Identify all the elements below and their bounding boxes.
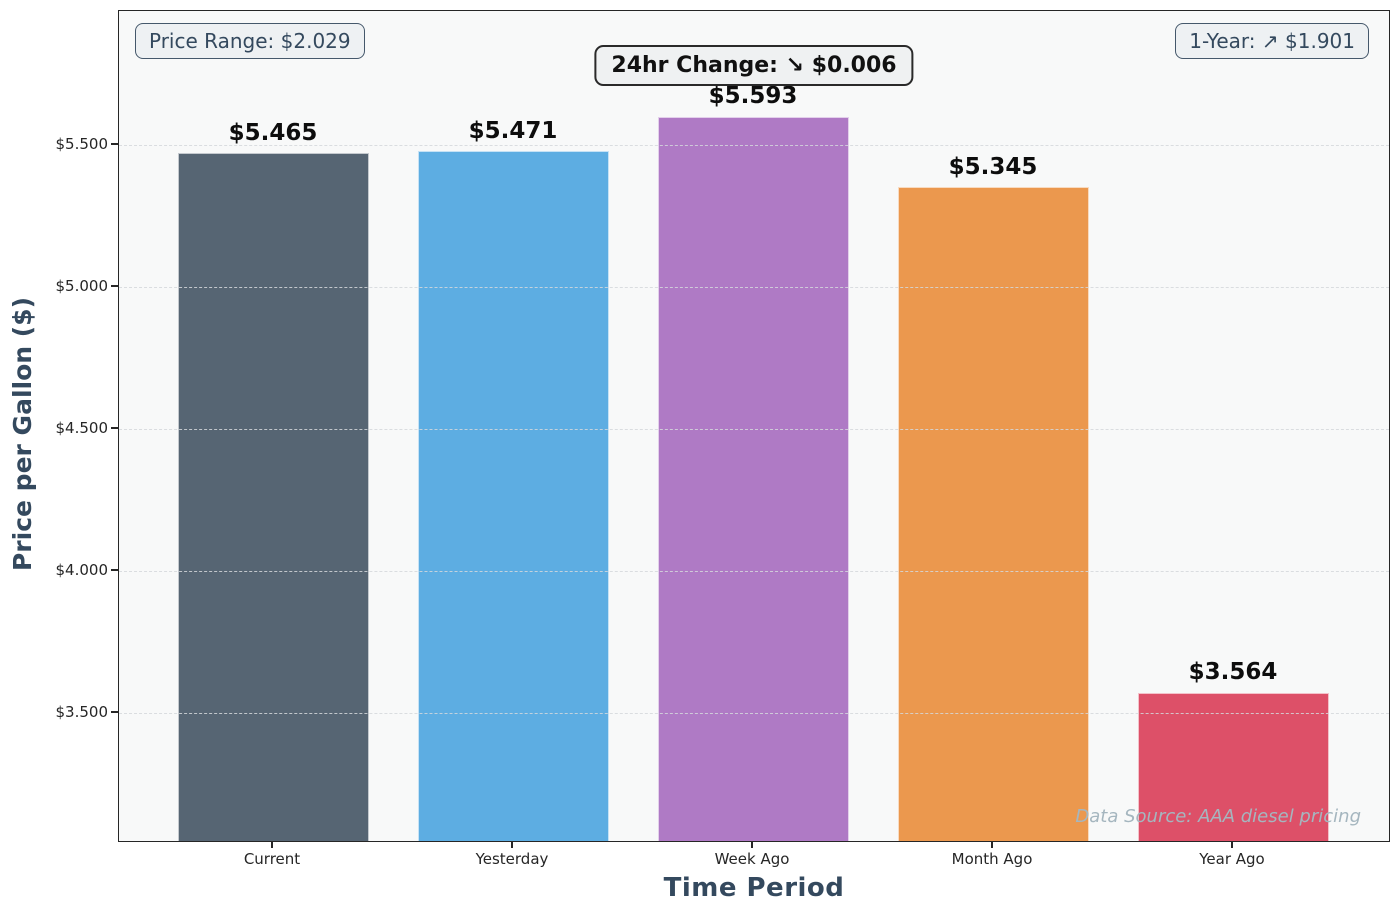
bar-value-label: $5.471 (468, 117, 558, 144)
x-tick-label: Year Ago (1199, 850, 1265, 868)
bar-value-label: $3.564 (1188, 659, 1278, 686)
x-tick-label: Current (243, 850, 301, 868)
bar-week-ago (657, 116, 849, 841)
x-tick-mark (751, 842, 753, 848)
bar-value-label: $5.345 (948, 153, 1038, 180)
plot-area: Price Range: $2.029 24hr Change: ↘ $0.00… (118, 10, 1390, 842)
y-gridline (119, 570, 1389, 572)
y-gridline (119, 428, 1389, 430)
bar-month-ago (897, 187, 1089, 841)
y-tick-label: $5.500 (55, 135, 109, 154)
y-tick-mark (111, 143, 118, 145)
bar-current (177, 152, 369, 841)
y-tick-label: $3.500 (55, 702, 109, 721)
y-gridline (119, 712, 1389, 714)
change-24hr-badge: 24hr Change: ↘ $0.006 (594, 45, 914, 86)
x-tick-label: Yesterday (475, 850, 549, 868)
x-tick-mark (271, 842, 273, 848)
y-tick-label: $4.000 (55, 560, 109, 579)
bar-value-label: $5.465 (228, 119, 318, 146)
bar-year-ago (1137, 692, 1329, 841)
bar-value-label: $5.593 (708, 83, 798, 110)
y-gridline (119, 145, 1389, 147)
y-tick-mark (111, 427, 118, 429)
x-tick-label: Month Ago (951, 850, 1033, 868)
bar-yesterday (417, 151, 609, 841)
x-tick-mark (991, 842, 993, 848)
data-source-note: Data Source: AAA diesel pricing (1075, 806, 1361, 827)
y-gridline (119, 287, 1389, 288)
y-tick-label: $5.000 (55, 277, 109, 295)
y-tick-label: $4.500 (55, 418, 109, 437)
y-tick-mark (111, 711, 118, 713)
y-tick-mark (111, 285, 118, 287)
one-year-badge: 1-Year: ↗ $1.901 (1175, 23, 1369, 59)
x-tick-mark (511, 842, 513, 848)
y-tick-mark (111, 569, 118, 571)
price-range-badge: Price Range: $2.029 (135, 23, 365, 59)
x-tick-label: Week Ago (714, 850, 790, 868)
x-axis-label: Time Period (663, 873, 845, 903)
x-tick-mark (1231, 842, 1233, 848)
